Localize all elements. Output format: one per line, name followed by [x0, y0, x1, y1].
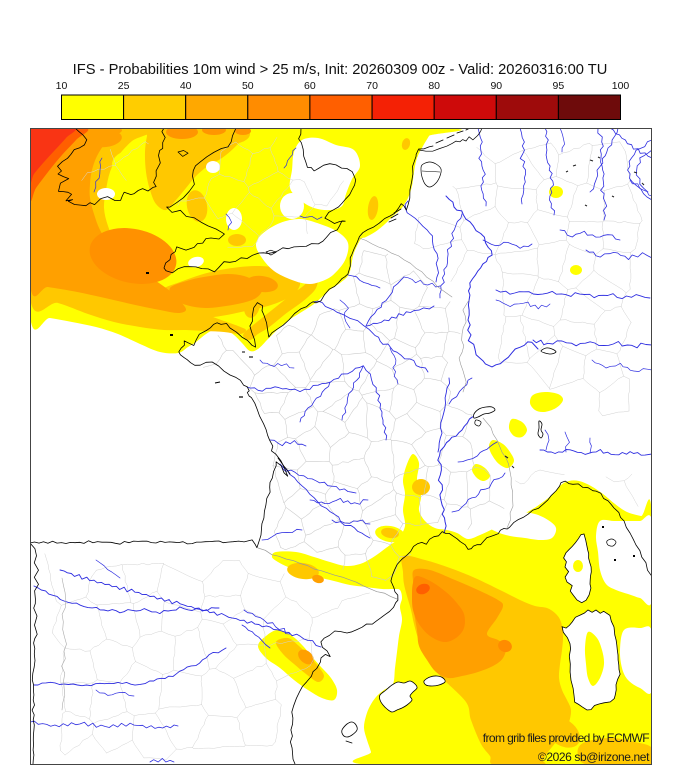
svg-text:40: 40	[180, 80, 192, 92]
svg-text:©2026 sb@irizone.net: ©2026 sb@irizone.net	[538, 750, 650, 764]
svg-text:60: 60	[304, 80, 316, 92]
svg-text:90: 90	[490, 80, 502, 92]
svg-text:from grib files provided by EC: from grib files provided by ECMWF	[483, 731, 650, 745]
svg-text:25: 25	[118, 80, 130, 92]
svg-text:100: 100	[612, 80, 630, 92]
svg-text:10: 10	[56, 80, 68, 92]
svg-text:95: 95	[553, 80, 565, 92]
svg-text:IFS - Probabilities 10m wind >: IFS - Probabilities 10m wind > 25 m/s, I…	[73, 62, 608, 78]
svg-text:50: 50	[242, 80, 254, 92]
svg-text:70: 70	[366, 80, 378, 92]
svg-text:80: 80	[428, 80, 440, 92]
